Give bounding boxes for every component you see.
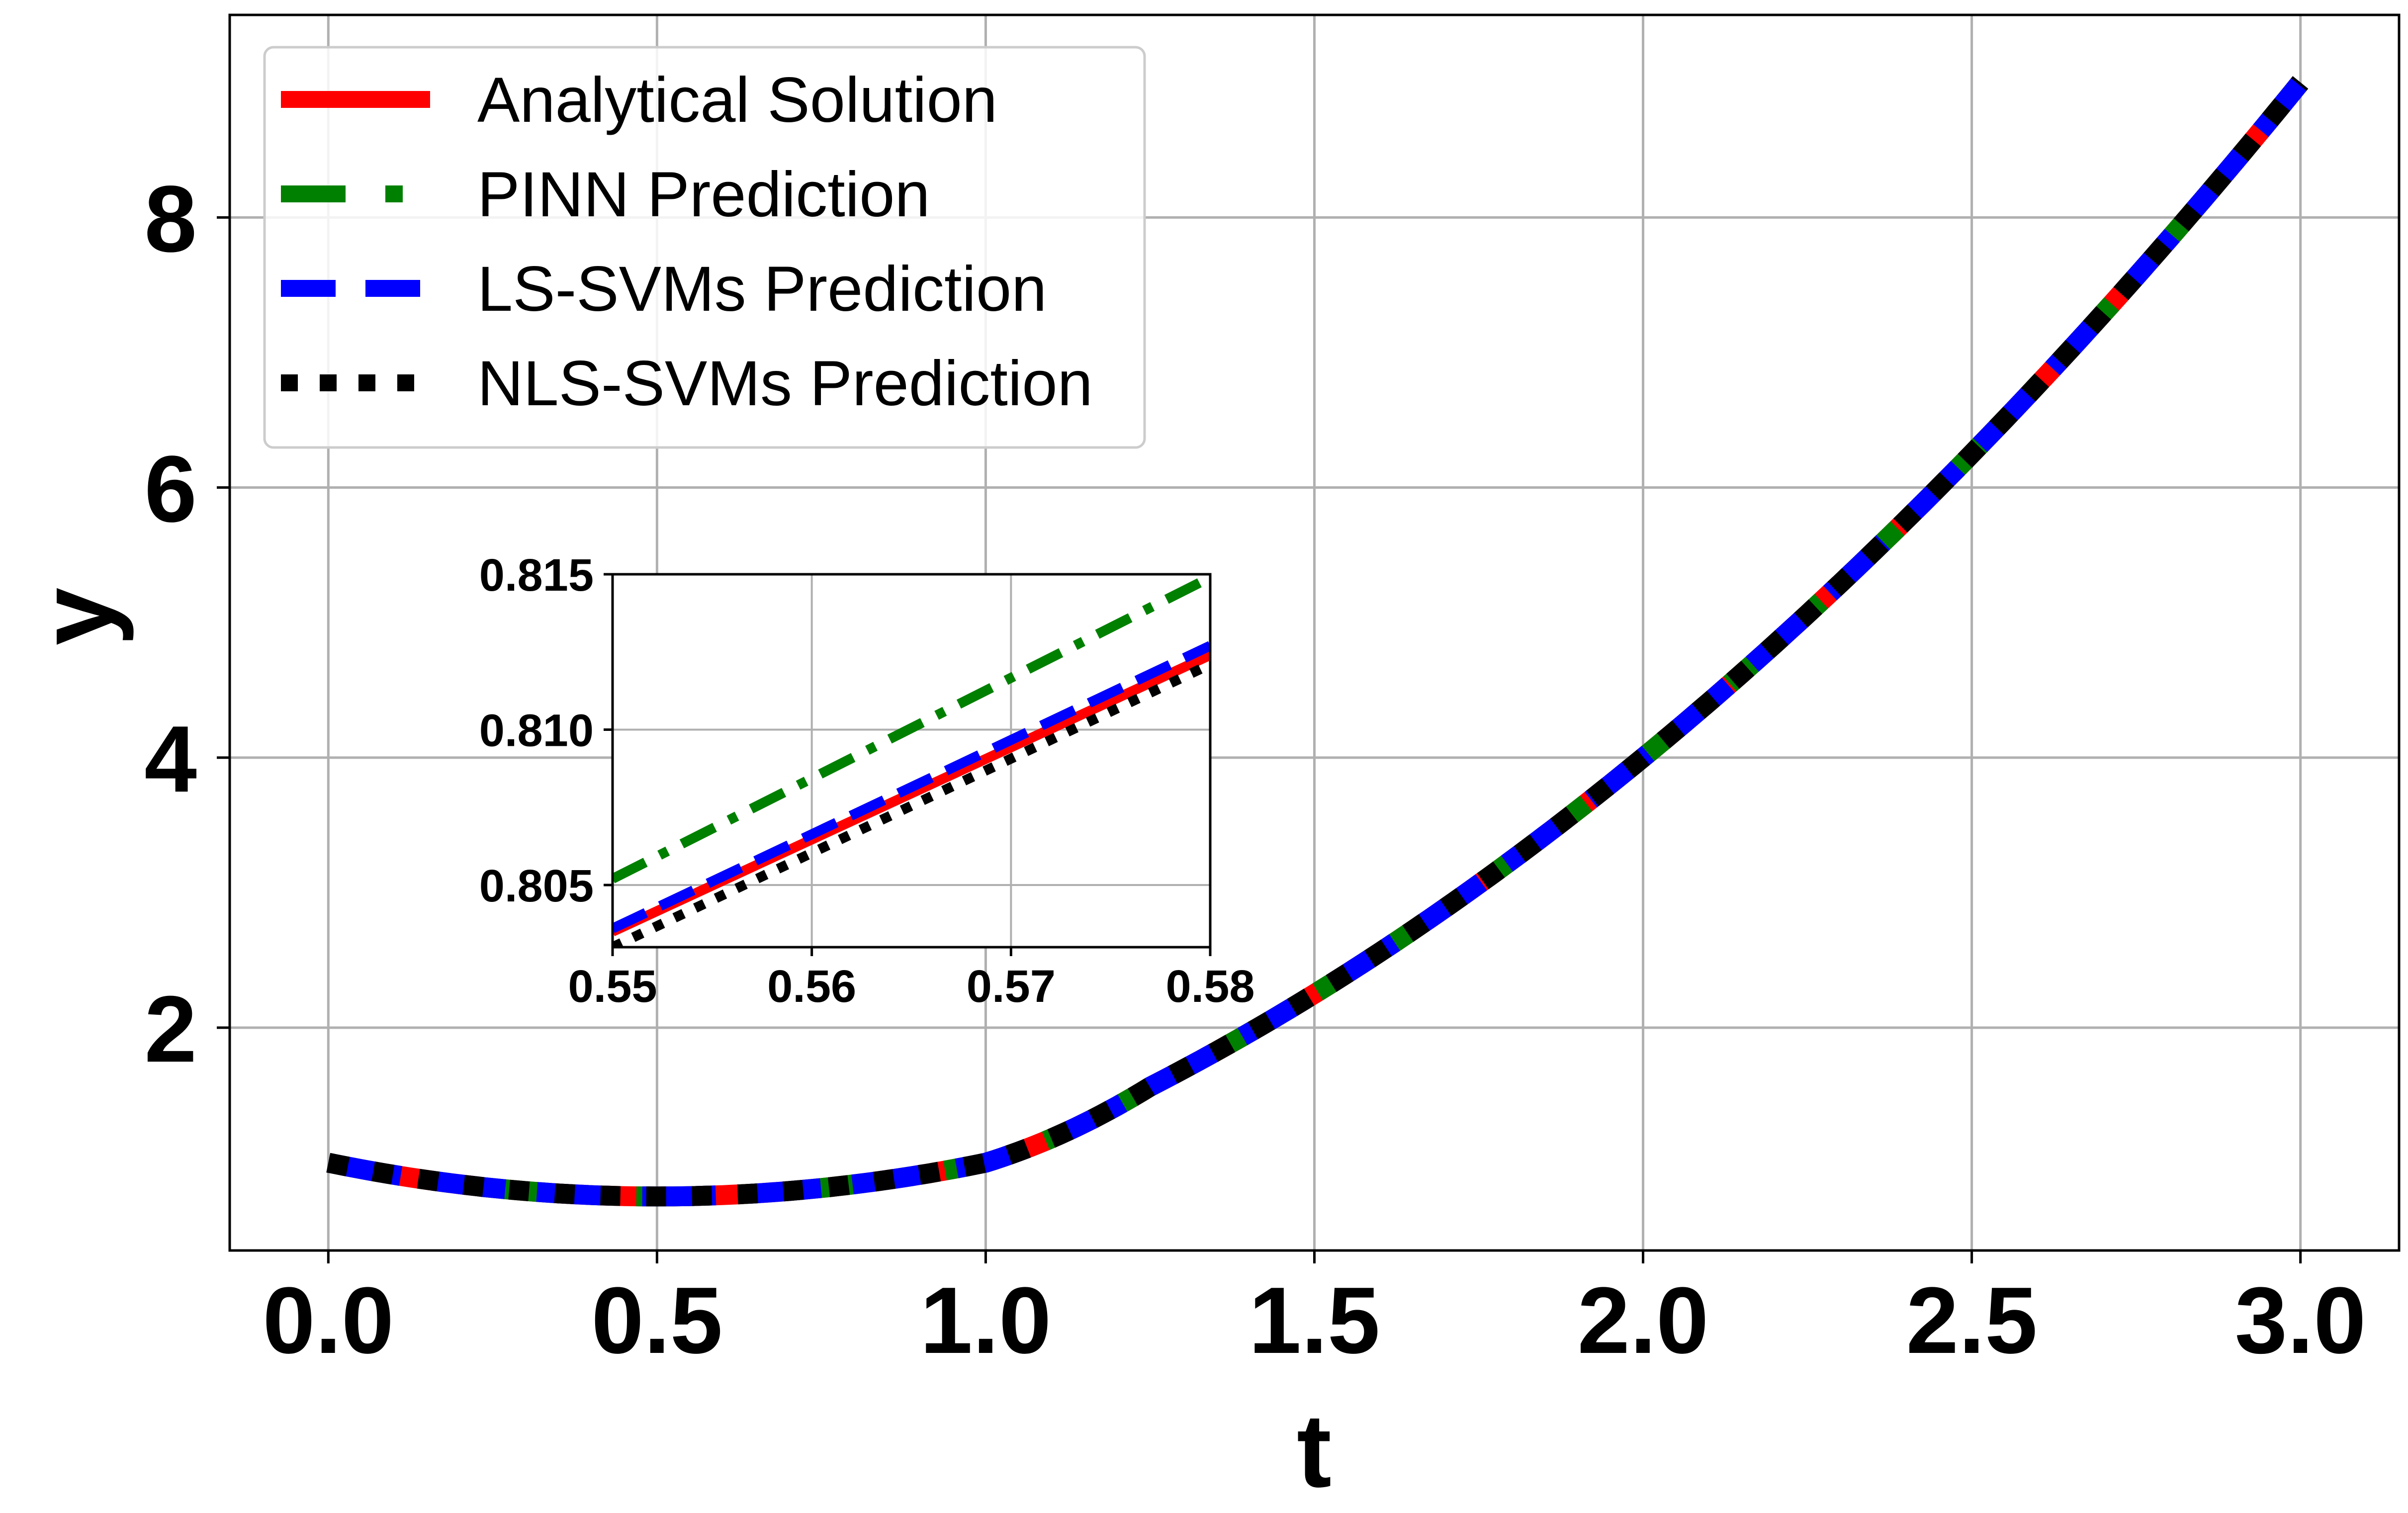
y-tick-label: 0.805 bbox=[479, 861, 594, 911]
x-tick-label: 0.56 bbox=[767, 961, 856, 1012]
inset-chart: 0.55 0.56 0.57 0.58 0.805 0.810 0.815 bbox=[479, 550, 1255, 1012]
x-tick-label: 0.58 bbox=[1165, 961, 1254, 1012]
series-line bbox=[613, 641, 1210, 933]
y-tick-label: 4 bbox=[144, 707, 197, 812]
inset-x-axis: 0.55 0.56 0.57 0.58 bbox=[568, 947, 1255, 1012]
legend: Analytical Solution PINN Prediction LS-SVM… bbox=[263, 46, 1146, 449]
x-tick-label: 0.55 bbox=[568, 961, 657, 1012]
legend-frame bbox=[263, 46, 1146, 449]
main-series bbox=[326, 76, 2309, 1207]
x-tick-label: 3.0 bbox=[2235, 1268, 2366, 1373]
main-y-axis: 2 4 6 8 bbox=[144, 167, 230, 1082]
x-tick-label: 2.5 bbox=[1906, 1268, 2038, 1373]
x-tick-label: 0.5 bbox=[591, 1268, 722, 1373]
legend-label: Analytical Solution bbox=[477, 65, 997, 136]
main-x-axis: 0.0 0.5 1.0 1.5 2.0 2.5 3.0 bbox=[263, 1250, 2366, 1373]
y-axis-label: y bbox=[17, 588, 134, 646]
x-tick-label: 0.0 bbox=[263, 1268, 394, 1373]
y-tick-label: 2 bbox=[144, 977, 197, 1082]
legend-label: PINN Prediction bbox=[477, 159, 930, 230]
inset-plot-frame bbox=[611, 573, 1212, 949]
x-tick-label: 1.0 bbox=[920, 1268, 1051, 1373]
inset-series bbox=[613, 574, 1210, 947]
x-axis-label: t bbox=[1297, 1392, 1332, 1509]
inset-y-axis: 0.805 0.810 0.815 bbox=[479, 550, 613, 911]
y-tick-label: 0.810 bbox=[479, 706, 594, 756]
y-tick-label: 6 bbox=[144, 437, 197, 542]
series-line bbox=[613, 660, 1210, 947]
legend-label: LS-SVMs Prediction bbox=[477, 254, 1047, 325]
x-tick-label: 0.57 bbox=[967, 961, 1056, 1012]
series-line bbox=[326, 76, 2309, 1207]
y-tick-label: 0.815 bbox=[479, 550, 594, 601]
x-tick-label: 1.5 bbox=[1249, 1268, 1380, 1373]
y-tick-label: 8 bbox=[144, 167, 197, 272]
x-tick-label: 2.0 bbox=[1577, 1268, 1708, 1373]
series-line bbox=[613, 574, 1210, 884]
legend-label: NLS-SVMs Prediction bbox=[477, 348, 1093, 419]
